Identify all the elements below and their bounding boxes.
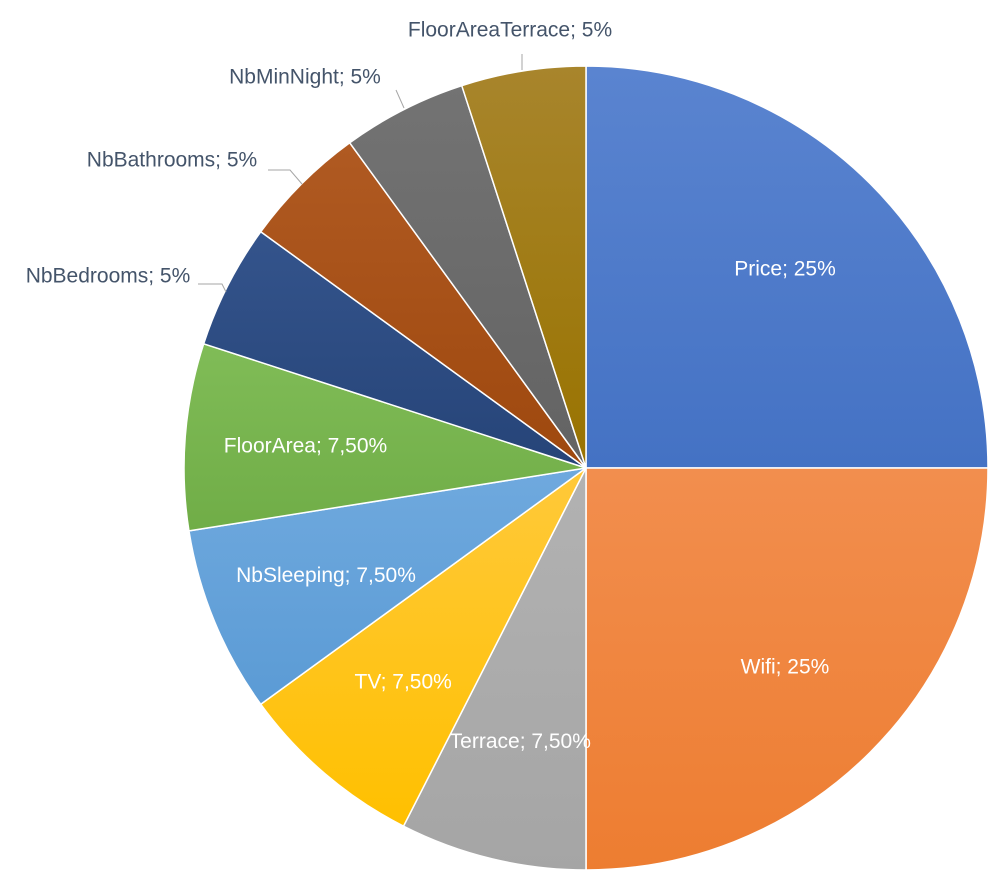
data-label-wifi: Wifi; 25%: [741, 656, 830, 679]
data-label-nbbathrooms: NbBathrooms; 5%: [87, 149, 257, 172]
data-label-group: Price; 25% Wifi; 25% Terrace; 7,50% TV; 7,5…: [26, 19, 836, 754]
leader-line-group: [198, 54, 523, 293]
data-label-nbminnight: NbMinNight; 5%: [229, 66, 381, 89]
data-label-terrace: Terrace; 7,50%: [450, 730, 591, 753]
data-label-nbsleeping: NbSleeping; 7,50%: [236, 564, 416, 587]
leader-line-nbminnight: [395, 89, 405, 109]
data-label-floorareaterrace: FloorAreaTerrace; 5%: [408, 19, 612, 42]
pie-slice-floorareaterrace: [461, 65, 587, 469]
slice-group: [183, 65, 989, 871]
pie-slice-price: [585, 65, 989, 469]
data-label-floorarea: FloorArea; 7,50%: [224, 434, 387, 457]
leader-line-nbbathrooms: [268, 169, 303, 185]
data-label-nbbedrooms: NbBedrooms; 5%: [26, 265, 191, 288]
leader-line-nbbedrooms: [198, 283, 227, 293]
pie-slice-floorarea: [183, 343, 587, 532]
pie-slice-terrace: [402, 467, 587, 871]
data-label-price: Price; 25%: [734, 258, 836, 281]
pie-slice-wifi: [585, 467, 989, 871]
data-label-tv: TV; 7,50%: [355, 671, 452, 694]
pie-slice-tv: [260, 467, 587, 827]
pie-slice-nbsleeping: [188, 467, 587, 706]
